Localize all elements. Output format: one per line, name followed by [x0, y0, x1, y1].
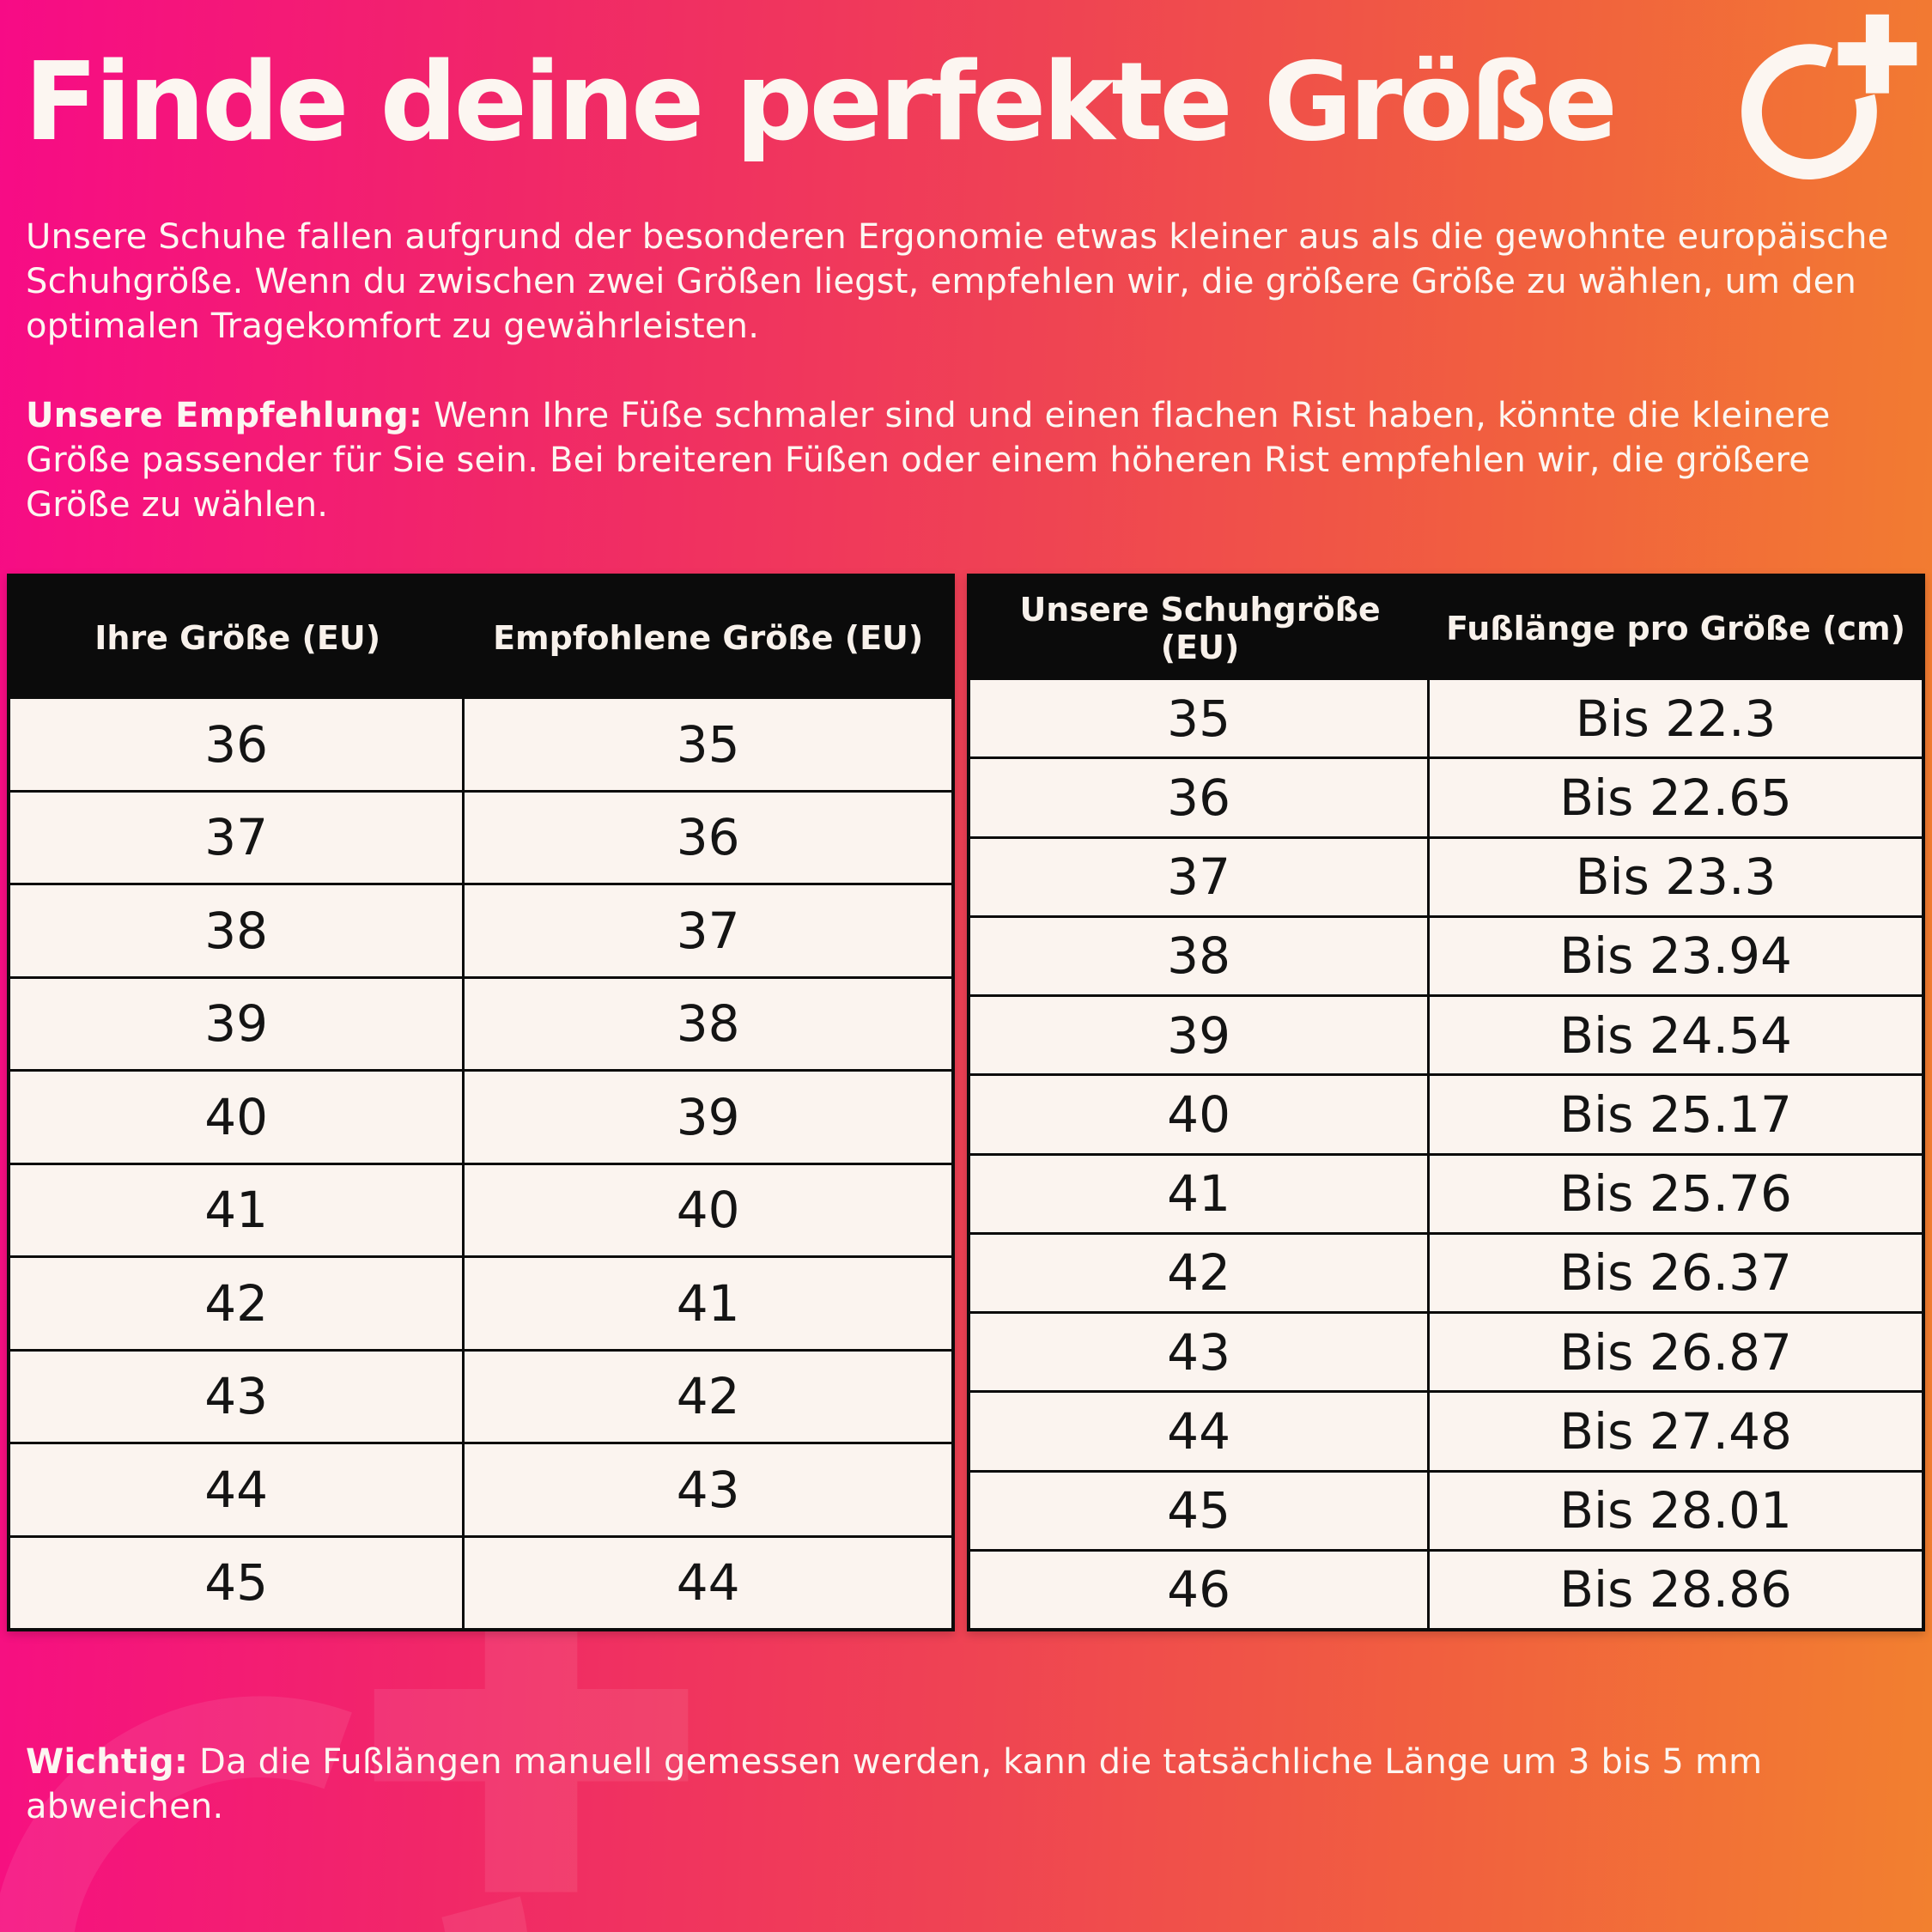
- table-cell: 36: [970, 759, 1431, 836]
- table-row: 43 42: [10, 1348, 951, 1442]
- table-cell: 38: [676, 994, 740, 1054]
- table-cell: 43: [970, 1314, 1431, 1391]
- table-cell: Bis 22.65: [1559, 768, 1792, 827]
- size-conversion-table: Ihre Größe (EU) Empfohlene Größe (EU) 36…: [7, 574, 955, 1631]
- table-cell: Bis 22.3: [1575, 689, 1777, 748]
- column-header-recommended-size: Empfohlene Größe (EU): [493, 619, 924, 657]
- table-row: 38 Bis 23.94: [970, 914, 1922, 994]
- table-cell: 43: [10, 1351, 465, 1442]
- table-cell: 42: [970, 1234, 1431, 1311]
- table-cell: 43: [676, 1460, 740, 1519]
- table-row: 41 40: [10, 1162, 951, 1255]
- table-cell: 39: [676, 1087, 740, 1146]
- table-row: 39 Bis 24.54: [970, 994, 1922, 1074]
- table-row: 40 39: [10, 1069, 951, 1163]
- table-cell: Bis 24.54: [1559, 1005, 1792, 1065]
- table-cell: Bis 28.01: [1559, 1481, 1792, 1540]
- table-cell: 42: [10, 1258, 465, 1349]
- table-cell: 45: [10, 1537, 465, 1628]
- table-cell: 44: [676, 1553, 740, 1613]
- table-cell: 45: [970, 1472, 1431, 1549]
- table-cell: Bis 23.94: [1559, 927, 1792, 986]
- column-header-your-size: Ihre Größe (EU): [94, 619, 381, 657]
- table-cell: 35: [676, 714, 740, 774]
- table-row: 43 Bis 26.87: [970, 1311, 1922, 1391]
- table-row: 36 35: [10, 699, 951, 790]
- footnote-paragraph: Wichtig: Da die Fußlängen manuell gemess…: [26, 1740, 1906, 1829]
- table-cell: 46: [970, 1551, 1431, 1628]
- table-row: 42 41: [10, 1255, 951, 1349]
- table-cell: 40: [10, 1072, 465, 1163]
- size-conversion-table-header: Ihre Größe (EU) Empfohlene Größe (EU): [10, 577, 951, 699]
- table-cell: 40: [676, 1181, 740, 1240]
- table-row: 44 Bis 27.48: [970, 1390, 1922, 1470]
- table-cell: 40: [970, 1076, 1431, 1153]
- table-row: 45 Bis 28.01: [970, 1469, 1922, 1549]
- table-cell: 44: [970, 1393, 1431, 1470]
- table-row: 38 37: [10, 883, 951, 976]
- footnote-lead: Wichtig:: [26, 1742, 189, 1782]
- table-row: 41 Bis 25.76: [970, 1152, 1922, 1232]
- table-cell: Bis 27.48: [1559, 1401, 1792, 1461]
- foot-length-table-body: 35 Bis 22.3 36 Bis 22.65 37 Bis 23.3 38 Bis 23.…: [970, 680, 1922, 1628]
- table-row: 44 43: [10, 1442, 951, 1535]
- table-cell: Bis 26.37: [1559, 1243, 1792, 1303]
- table-row: 36 Bis 22.65: [970, 756, 1922, 836]
- page-title: Finde deine perfekte Größe: [24, 39, 1618, 165]
- table-cell: 38: [970, 917, 1431, 994]
- recommendation-text: Wenn Ihre Füße schmaler sind und einen f…: [26, 396, 1831, 525]
- table-cell: 39: [970, 997, 1431, 1074]
- table-row: 39 38: [10, 975, 951, 1069]
- table-cell: 36: [676, 808, 740, 867]
- table-row: 37 36: [10, 789, 951, 883]
- table-cell: 38: [10, 885, 465, 976]
- table-cell: 37: [970, 838, 1431, 915]
- table-cell: 36: [10, 699, 465, 790]
- table-row: 40 Bis 25.17: [970, 1073, 1922, 1153]
- intro-paragraph: Unsere Schuhe fallen aufgrund der besond…: [26, 217, 1889, 346]
- table-cell: 37: [10, 792, 465, 883]
- column-header-our-shoe-size: Unsere Schuhgröße (EU): [1019, 591, 1381, 666]
- table-cell: Bis 23.3: [1575, 848, 1777, 907]
- recommendation-paragraph: Unsere Empfehlung: Wenn Ihre Füße schmal…: [26, 393, 1906, 527]
- foot-length-table: Unsere Schuhgröße (EU) Fußlänge pro Größ…: [967, 574, 1925, 1631]
- table-cell: 39: [10, 978, 465, 1069]
- o-plus-logo-icon: [1741, 14, 1917, 179]
- table-cell: Bis 26.87: [1559, 1322, 1792, 1382]
- footnote-text: Da die Fußlängen manuell gemessen werden…: [26, 1742, 1763, 1826]
- table-row: 46 Bis 28.86: [970, 1548, 1922, 1628]
- table-cell: Bis 25.76: [1559, 1164, 1792, 1224]
- tables-section: Ihre Größe (EU) Empfohlene Größe (EU) 36…: [7, 574, 1925, 1631]
- table-cell: Bis 28.86: [1559, 1560, 1792, 1619]
- table-cell: 41: [676, 1273, 740, 1333]
- table-row: 37 Bis 23.3: [970, 835, 1922, 915]
- table-cell: 41: [10, 1164, 465, 1255]
- table-cell: 37: [676, 901, 740, 960]
- foot-length-table-header: Unsere Schuhgröße (EU) Fußlänge pro Größ…: [970, 577, 1922, 680]
- table-cell: 41: [970, 1155, 1431, 1232]
- column-header-foot-length: Fußlänge pro Größe (cm): [1446, 610, 1906, 647]
- table-cell: 44: [10, 1444, 465, 1535]
- size-conversion-table-body: 36 35 37 36 38 37 39 38 40 39 41 40 42 41 43 42 44 43 45 44: [10, 699, 951, 1628]
- table-cell: Bis 25.17: [1559, 1084, 1792, 1144]
- table-row: 45 44: [10, 1534, 951, 1628]
- table-cell: 35: [970, 680, 1431, 757]
- brand-watermark-icon: [0, 1578, 689, 1932]
- table-row: 42 Bis 26.37: [970, 1231, 1922, 1311]
- recommendation-lead: Unsere Empfehlung:: [26, 396, 423, 435]
- table-row: 35 Bis 22.3: [970, 680, 1922, 757]
- table-cell: 42: [676, 1367, 740, 1426]
